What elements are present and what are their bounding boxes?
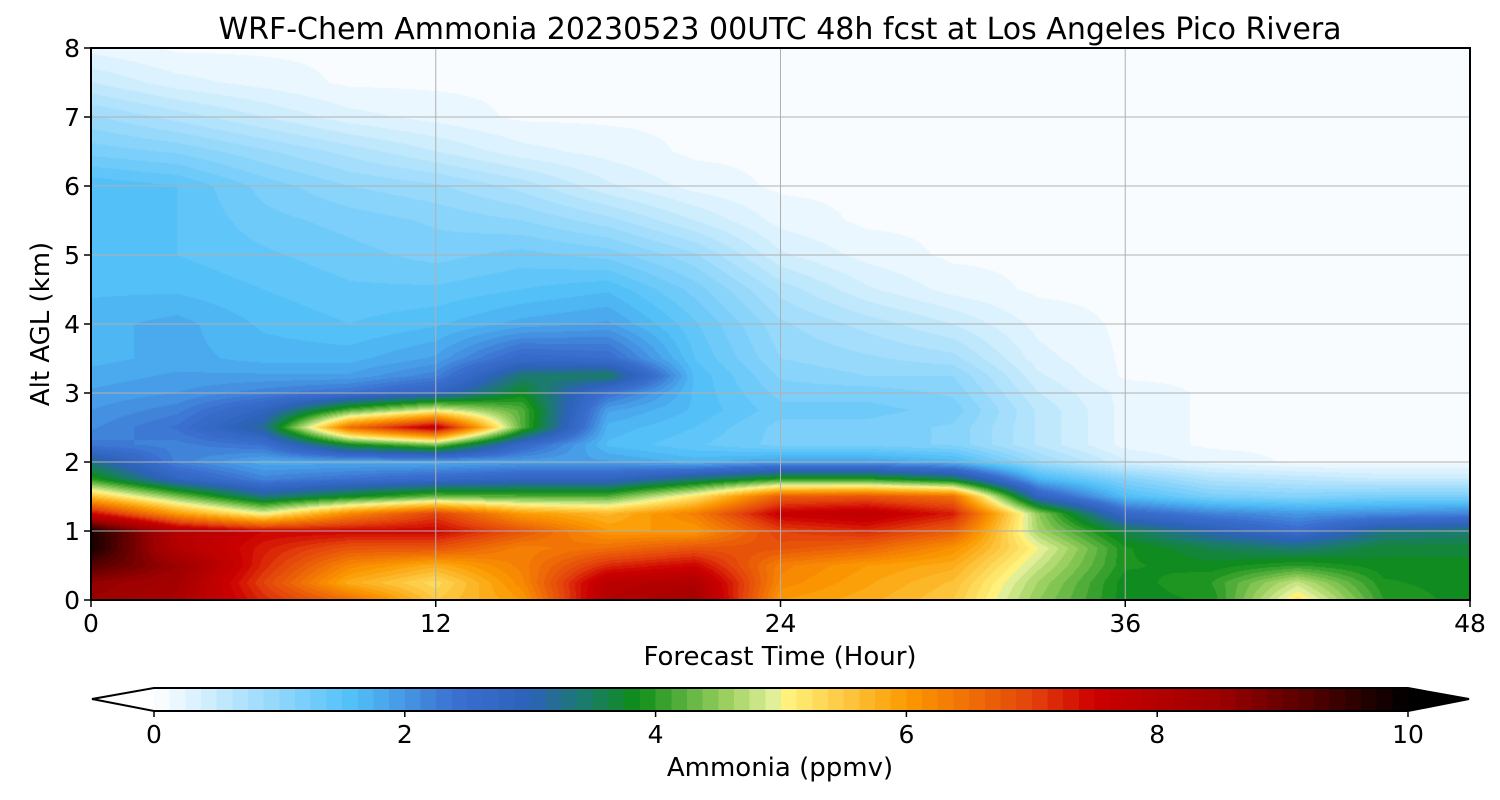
colorbar-tick-label: 10 bbox=[1392, 720, 1424, 749]
colorbar-tick-label: 4 bbox=[648, 720, 664, 749]
colorbar-tick-label: 8 bbox=[1149, 720, 1165, 749]
y-tick-label: 8 bbox=[64, 34, 80, 63]
x-tick-label: 0 bbox=[83, 609, 99, 638]
colorbar-tick-label: 0 bbox=[146, 720, 162, 749]
x-tick-label: 12 bbox=[420, 609, 452, 638]
y-tick-label: 2 bbox=[64, 448, 80, 477]
colorbar-label: Ammonia (ppmv) bbox=[667, 753, 893, 783]
chart-title: WRF-Chem Ammonia 20230523 00UTC 48h fcst… bbox=[218, 12, 1341, 47]
grid-lines bbox=[91, 48, 1470, 600]
x-tick-label: 36 bbox=[1109, 609, 1141, 638]
colorbar-over-triangle bbox=[1408, 688, 1469, 711]
colorbar-bar bbox=[154, 688, 1408, 711]
y-tick-label: 1 bbox=[64, 517, 80, 546]
y-tick-label: 7 bbox=[64, 103, 80, 132]
colorbar-ticks: 0 2 4 6 8 10 bbox=[146, 711, 1424, 749]
y-axis-label: Alt AGL (km) bbox=[26, 242, 56, 406]
y-tick-label: 6 bbox=[64, 172, 80, 201]
colorbar-tick-label: 6 bbox=[898, 720, 914, 749]
y-tick-label: 0 bbox=[64, 586, 80, 615]
y-tick-label: 4 bbox=[64, 310, 80, 339]
x-tick-label: 48 bbox=[1454, 609, 1486, 638]
y-tick-label: 3 bbox=[64, 379, 80, 408]
y-axis: 0 1 2 3 4 5 6 7 8 bbox=[64, 34, 91, 615]
colorbar: 0 2 4 6 8 10 Ammonia (ppmv) bbox=[91, 687, 1470, 783]
colorbar-tick-label: 2 bbox=[397, 720, 413, 749]
x-tick-label: 24 bbox=[765, 609, 797, 638]
x-axis-label: Forecast Time (Hour) bbox=[643, 642, 916, 672]
y-tick-label: 5 bbox=[64, 241, 80, 270]
x-axis: 0 12 24 36 48 bbox=[83, 600, 1486, 638]
colorbar-under-triangle bbox=[92, 688, 154, 711]
